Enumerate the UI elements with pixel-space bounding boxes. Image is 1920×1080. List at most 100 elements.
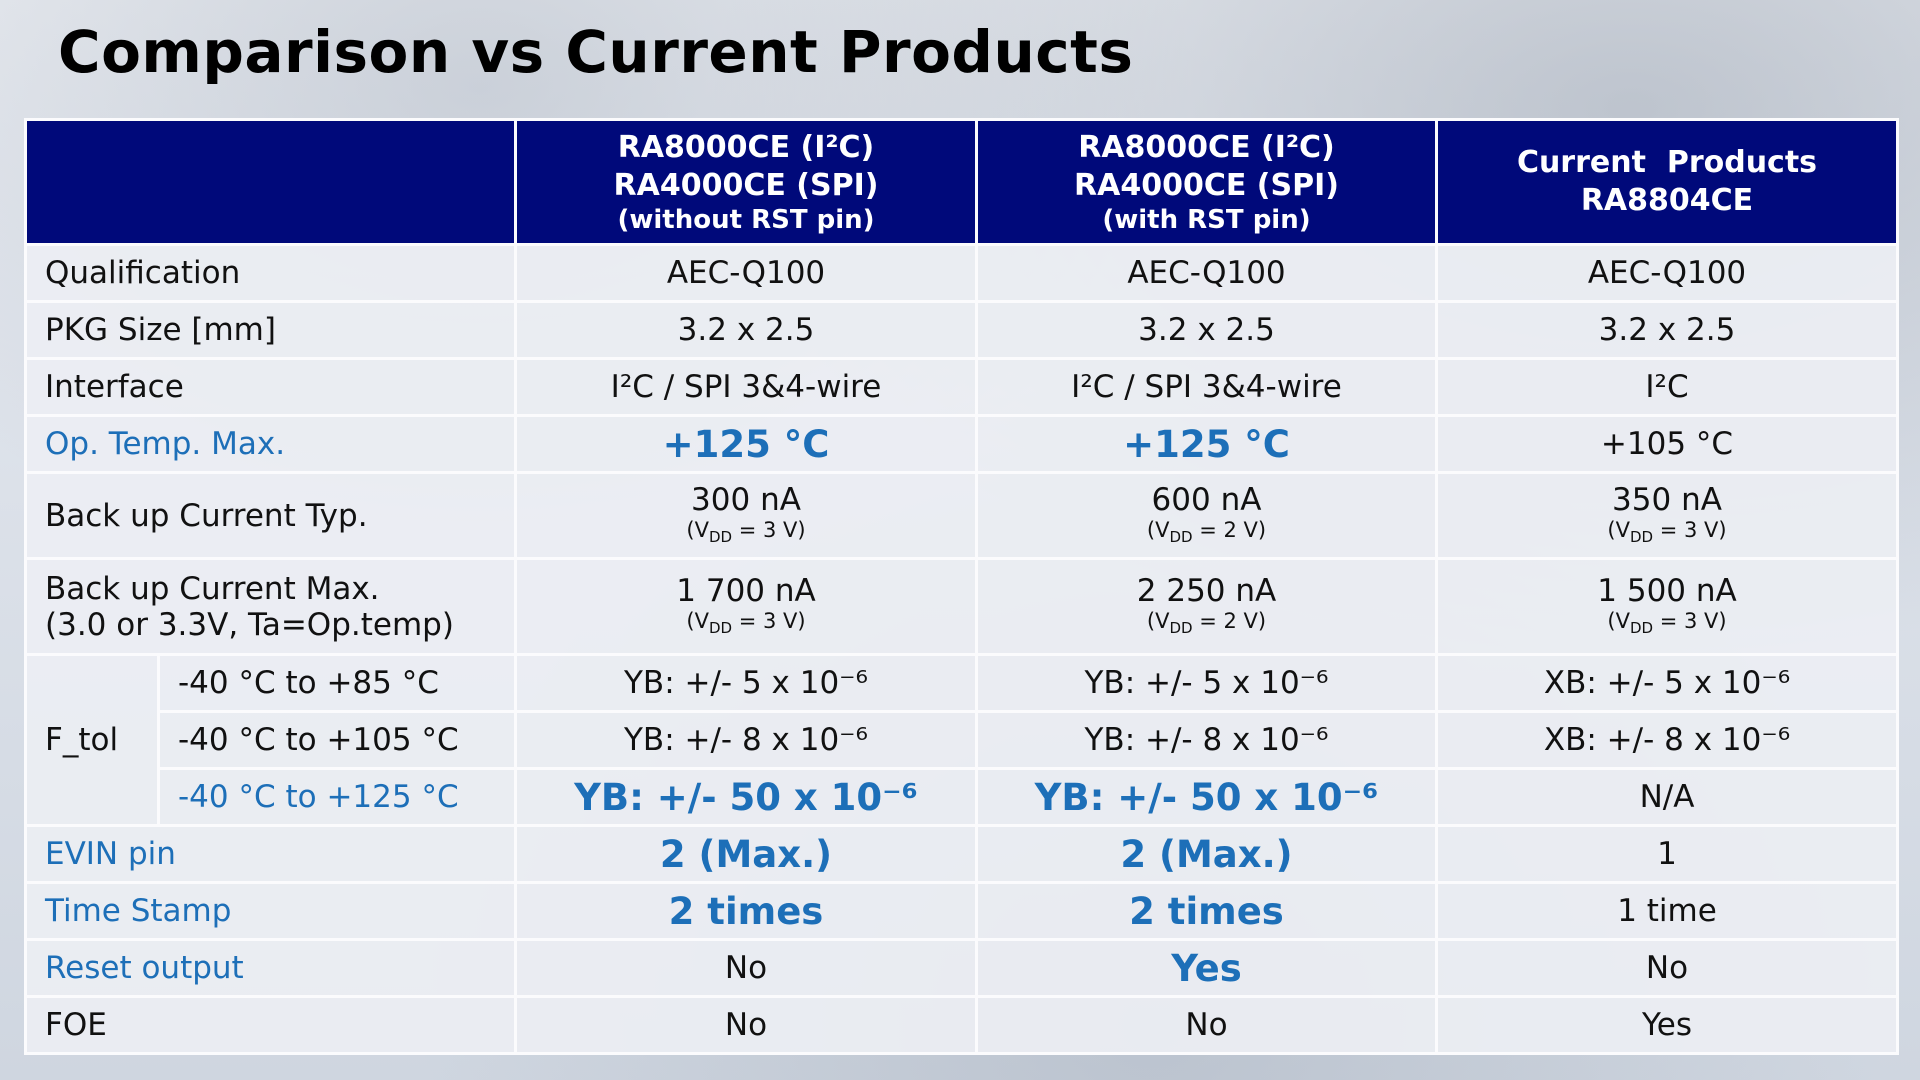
cell: Yes <box>975 938 1438 998</box>
cell: 3.2 x 2.5 <box>1435 300 1899 360</box>
row-label: EVIN pin <box>24 824 517 884</box>
header-corner <box>24 118 517 246</box>
condition: (VDD = 2 V) <box>978 609 1435 640</box>
header-row: RA8000CE (I²C) RA4000CE (SPI) (without RST… <box>24 118 1899 246</box>
cell: I²C / SPI 3&4-wire <box>514 357 978 417</box>
row: -40 °C to +105 °C YB: +/- 8 x 10⁻⁶ YB: +… <box>26 710 1899 770</box>
header-line: RA8000CE (I²C) <box>617 130 875 165</box>
header-line: RA4000CE (SPI) <box>613 168 879 203</box>
condition-text: (V <box>1607 517 1630 542</box>
cell: I²C / SPI 3&4-wire <box>975 357 1438 417</box>
cell: 2 (Max.) <box>975 824 1438 884</box>
condition: (VDD = 2 V) <box>978 518 1435 549</box>
cell: 2 (Max.) <box>514 824 978 884</box>
row: Back up Current Max. (3.0 or 3.3V, Ta=Op.… <box>24 557 1899 656</box>
cell: YB: +/- 50 x 10⁻⁶ <box>975 767 1438 827</box>
comparison-table: RA8000CE (I²C) RA4000CE (SPI) (without RST… <box>24 118 1899 1055</box>
row: Time Stamp 2 times 2 times 1 time <box>24 881 1899 941</box>
subscript: DD <box>708 619 733 638</box>
row-label: Back up Current Typ. <box>24 471 517 560</box>
condition-text: = 3 V) <box>1653 517 1727 542</box>
cell-value: 600 nA <box>1151 481 1262 518</box>
condition-text: = 3 V) <box>1653 608 1727 633</box>
cell-value: 2 250 nA <box>1136 572 1277 609</box>
cell: 600 nA (VDD = 2 V) <box>975 471 1438 560</box>
cell: AEC-Q100 <box>514 243 978 303</box>
row: F_tol -40 °C to +85 °C YB: +/- 5 x 10⁻⁶ … <box>24 653 1899 827</box>
cell: No <box>514 938 978 998</box>
cell: YB: +/- 5 x 10⁻⁶ <box>975 653 1438 713</box>
cell: 300 nA (VDD = 3 V) <box>514 471 978 560</box>
row: Op. Temp. Max. +125 °C +125 °C +105 °C <box>24 414 1899 474</box>
cell: 3.2 x 2.5 <box>514 300 978 360</box>
cell: AEC-Q100 <box>975 243 1438 303</box>
condition: (VDD = 3 V) <box>517 518 975 549</box>
cell: 1 700 nA (VDD = 3 V) <box>514 557 978 656</box>
row-label: -40 °C to +125 °C <box>157 767 517 827</box>
cell: YB: +/- 50 x 10⁻⁶ <box>514 767 978 827</box>
condition: (VDD = 3 V) <box>1438 609 1896 640</box>
row: Qualification AEC-Q100 AEC-Q100 AEC-Q100 <box>24 243 1899 303</box>
row-label: Back up Current Max. (3.0 or 3.3V, Ta=Op.… <box>24 557 517 656</box>
row-label: FOE <box>24 995 517 1055</box>
cell: YB: +/- 8 x 10⁻⁶ <box>514 710 978 770</box>
cell: I²C <box>1435 357 1899 417</box>
header-line: (without RST pin) <box>617 205 875 235</box>
cell: 1 500 nA (VDD = 3 V) <box>1435 557 1899 656</box>
cell: +105 °C <box>1435 414 1899 474</box>
cell: +125 °C <box>514 414 978 474</box>
header-line: (with RST pin) <box>1102 205 1311 235</box>
cell-value: 1 500 nA <box>1597 572 1737 609</box>
cell-value: 300 nA <box>691 481 801 518</box>
cell: AEC-Q100 <box>1435 243 1899 303</box>
row-label: -40 °C to +85 °C <box>157 653 517 713</box>
row-label: Interface <box>24 357 517 417</box>
header-cell: Current Products RA8804CE <box>1435 118 1899 246</box>
cell-value: 1 700 nA <box>676 572 816 609</box>
cell: Yes <box>1435 995 1899 1055</box>
row: Back up Current Typ. 300 nA (VDD = 3 V) 6… <box>24 471 1899 560</box>
cell: No <box>975 995 1438 1055</box>
cell: XB: +/- 5 x 10⁻⁶ <box>1435 653 1899 713</box>
cell: YB: +/- 8 x 10⁻⁶ <box>975 710 1438 770</box>
subscript: DD <box>1629 528 1654 547</box>
cell: 2 250 nA (VDD = 2 V) <box>975 557 1438 656</box>
cell: +125 °C <box>975 414 1438 474</box>
cell: XB: +/- 8 x 10⁻⁶ <box>1435 710 1899 770</box>
header-line: Current Products <box>1516 145 1818 180</box>
row-label: Time Stamp <box>24 881 517 941</box>
group-label: F_tol <box>24 653 160 827</box>
row: FOE No No Yes <box>24 995 1899 1055</box>
header-line: RA8804CE <box>1580 183 1754 218</box>
row-label: Op. Temp. Max. <box>24 414 517 474</box>
title: Comparison vs Current Products <box>58 18 1134 86</box>
subscript: DD <box>1169 619 1193 638</box>
condition-text: = 2 V) <box>1192 608 1267 633</box>
cell: 2 times <box>975 881 1438 941</box>
cell: 2 times <box>514 881 978 941</box>
cell: No <box>514 995 978 1055</box>
row: Interface I²C / SPI 3&4-wire I²C / SPI 3… <box>24 357 1899 417</box>
header-cell: RA8000CE (I²C) RA4000CE (SPI) (with RST pi… <box>975 118 1438 246</box>
label-line: Back up Current Max. <box>45 570 380 607</box>
cell: 1 time <box>1435 881 1899 941</box>
cell: 1 <box>1435 824 1899 884</box>
condition: (VDD = 3 V) <box>517 609 975 640</box>
cell: No <box>1435 938 1899 998</box>
cell: YB: +/- 5 x 10⁻⁶ <box>514 653 978 713</box>
cell: N/A <box>1435 767 1899 827</box>
label-line: (3.0 or 3.3V, Ta=Op.temp) <box>45 606 454 643</box>
header-line: RA4000CE (SPI) <box>1074 168 1339 203</box>
condition-text: (V <box>1146 517 1170 542</box>
condition-text: (V <box>686 517 709 542</box>
row-label: Qualification <box>24 243 517 303</box>
subscript: DD <box>708 528 733 547</box>
condition-text: (V <box>1607 608 1630 633</box>
row: -40 °C to +125 °C YB: +/- 50 x 10⁻⁶ YB: … <box>26 767 1899 827</box>
condition-text: = 3 V) <box>732 517 806 542</box>
row: PKG Size [mm] 3.2 x 2.5 3.2 x 2.5 3.2 x … <box>24 300 1899 360</box>
condition: (VDD = 3 V) <box>1438 518 1896 549</box>
subscript: DD <box>1629 619 1654 638</box>
header-line: RA8000CE (I²C) <box>1078 130 1335 165</box>
